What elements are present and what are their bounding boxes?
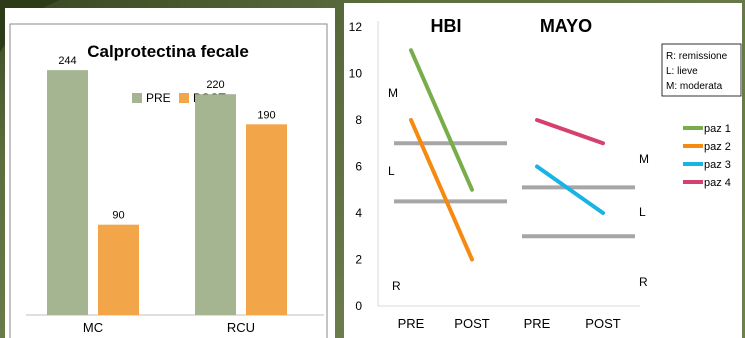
zone-label-left-m: M — [388, 86, 398, 100]
group-label-hbi: HBI — [431, 16, 462, 36]
series-line-paz-2 — [409, 118, 474, 262]
x-axis: PRE POST PRE POST — [378, 305, 640, 331]
legend-label-paz-4: paz 4 — [704, 177, 731, 189]
zone-label-right-r: R — [639, 275, 648, 289]
bar-mc-post — [98, 224, 139, 315]
bar-series: 244 90 220 190 — [47, 55, 287, 315]
severity-key-box — [661, 43, 742, 97]
severity-key-mild: L: lieve — [666, 66, 698, 77]
y-tick-label-10: 10 — [349, 67, 363, 81]
y-tick-label-2: 2 — [355, 253, 362, 267]
x-tick-label-pre-0: PRE — [398, 316, 425, 331]
y-tick-label-6: 6 — [355, 160, 362, 174]
y-tick-label-8: 8 — [355, 113, 362, 127]
x-tick-label-rcu: RCU — [227, 320, 255, 335]
severity-key-remission: R: remissione — [666, 51, 728, 62]
x-tick-label-pre-2: PRE — [524, 316, 551, 331]
data-label-mc-pre: 244 — [58, 55, 76, 67]
severity-key-moderate: M: moderata — [666, 81, 723, 92]
legend-label-paz-2: paz 2 — [704, 141, 731, 153]
series-line-paz-1 — [409, 48, 474, 192]
zone-label-right-l: L — [639, 205, 646, 219]
legend-label-paz-3: paz 3 — [704, 159, 731, 171]
series-legend: paz 1 paz 2 paz 3 paz 4 — [683, 123, 731, 189]
series-line-paz-3 — [535, 164, 605, 215]
y-axis: 0 2 4 6 8 10 12 — [349, 20, 379, 313]
legend-label-pre: PRE — [146, 91, 171, 105]
bar-chart-title: Calprotectina fecale — [87, 42, 249, 61]
bar-mc-pre — [47, 70, 88, 315]
x-tick-label-post-1: POST — [454, 316, 489, 331]
group-label-mayo: MAYO — [540, 16, 592, 36]
y-tick-label-0: 0 — [355, 299, 362, 313]
bar-rcu-pre — [195, 94, 236, 315]
legend-swatch-pre — [132, 93, 142, 103]
data-label-mc-post: 90 — [112, 210, 124, 222]
series-line-paz-4 — [535, 118, 605, 146]
zone-label-left-r: R — [392, 279, 401, 293]
legend-label-paz-1: paz 1 — [704, 123, 731, 135]
calprotectin-bar-chart: Calprotectina fecale PRE POST 2449022019… — [9, 23, 328, 338]
data-label-rcu-post: 190 — [257, 109, 275, 121]
y-tick-label-4: 4 — [355, 206, 362, 220]
zone-label-right-m: M — [639, 152, 649, 166]
zone-label-left-l: L — [388, 164, 395, 178]
y-tick-label-12: 12 — [349, 20, 363, 34]
x-tick-label-mc: MC — [83, 320, 103, 335]
data-label-rcu-pre: 220 — [206, 79, 224, 91]
x-tick-label-post-3: POST — [585, 316, 620, 331]
bar-rcu-post — [246, 124, 287, 315]
patient-series — [409, 48, 605, 262]
legend-swatch-post — [179, 93, 189, 103]
